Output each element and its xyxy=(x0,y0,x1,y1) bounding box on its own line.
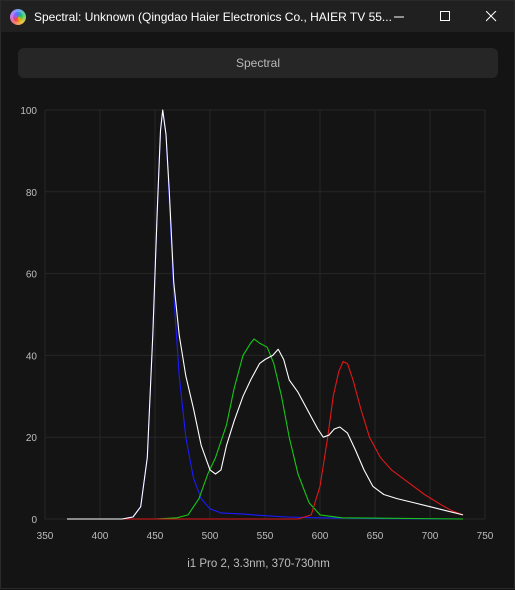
x-tick-label: 650 xyxy=(367,531,384,542)
spectral-series-line-1 xyxy=(67,338,464,520)
y-tick-label: 40 xyxy=(26,351,38,362)
x-tick-label: 550 xyxy=(257,531,274,542)
spectral-chart: 350 400 450 500 550 600 650 700 750 0 20 40 60 80 100 xyxy=(20,106,494,542)
window-controls xyxy=(376,1,514,32)
x-tick-label: 450 xyxy=(147,531,164,542)
close-icon xyxy=(485,11,496,22)
app-logo-icon xyxy=(10,8,26,25)
x-tick-label: 350 xyxy=(37,531,54,542)
y-tick-label: 60 xyxy=(26,270,38,281)
spectral-series-line-3 xyxy=(67,109,464,520)
y-tick-label: 20 xyxy=(26,433,38,444)
maximize-button[interactable] xyxy=(422,1,468,32)
close-button[interactable] xyxy=(468,1,514,32)
y-tick-label: 0 xyxy=(31,515,37,526)
x-tick-label: 500 xyxy=(202,531,219,542)
y-tick-label: 80 xyxy=(26,188,38,199)
instrument-info: i1 Pro 2, 3.3nm, 370-730nm xyxy=(187,558,330,570)
minimize-button[interactable] xyxy=(376,1,422,32)
y-tick-label: 100 xyxy=(20,106,37,117)
maximize-icon xyxy=(439,11,450,21)
spectral-series-line-2 xyxy=(67,360,464,520)
title-bar[interactable]: Spectral: Unknown (Qingdao Haier Electro… xyxy=(1,1,514,32)
minimize-icon xyxy=(393,16,404,18)
x-tick-label: 700 xyxy=(422,531,439,542)
x-tick-label: 400 xyxy=(92,531,109,542)
x-tick-label: 750 xyxy=(477,531,494,542)
window-title: Spectral: Unknown (Qingdao Haier Electro… xyxy=(34,9,392,24)
x-tick-label: 600 xyxy=(312,531,329,542)
spectral-button[interactable]: Spectral xyxy=(18,48,498,78)
